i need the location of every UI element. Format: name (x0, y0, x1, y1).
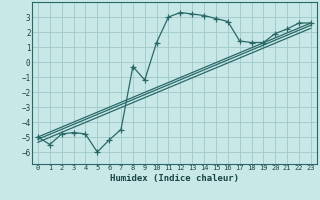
X-axis label: Humidex (Indice chaleur): Humidex (Indice chaleur) (110, 174, 239, 183)
